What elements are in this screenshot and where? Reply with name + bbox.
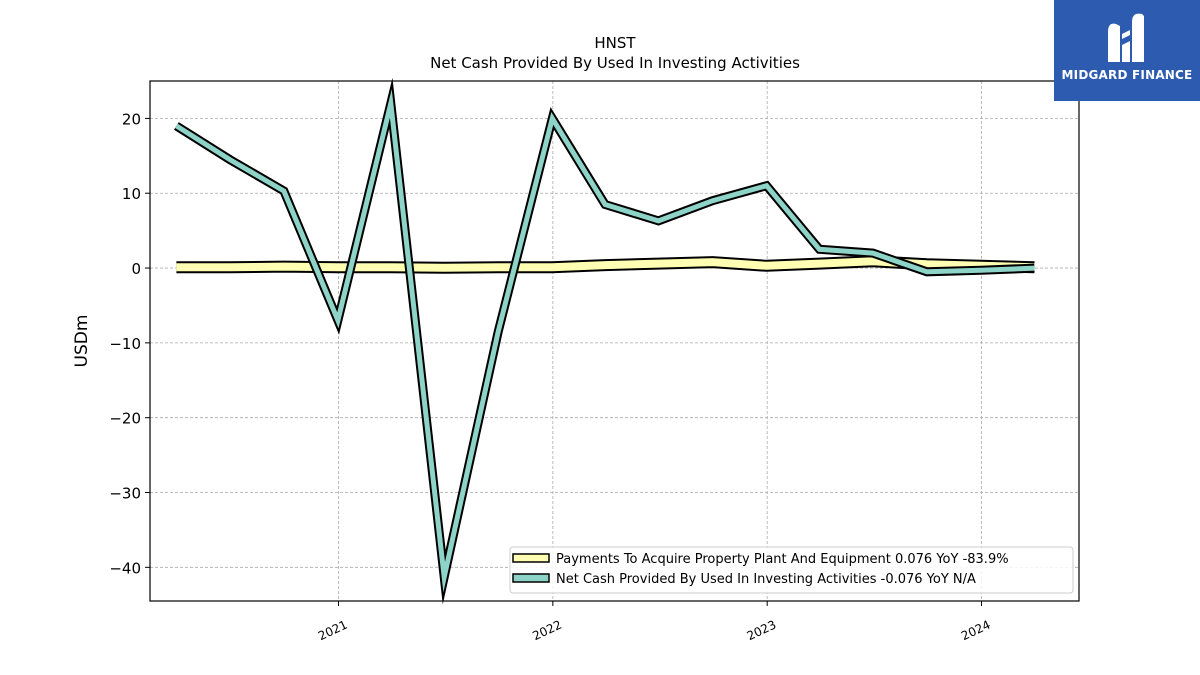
y-tick-label: −10: [109, 335, 141, 353]
legend-swatch: [512, 573, 550, 583]
legend-swatch: [512, 553, 550, 563]
midgard-logo-icon: [1108, 13, 1144, 62]
y-tick-label: 0: [131, 260, 141, 278]
y-tick-label: −30: [109, 485, 141, 503]
chart-subtitle: Net Cash Provided By Used In Investing A…: [430, 54, 800, 72]
series-line: [175, 89, 1035, 593]
x-tick-label: 2021: [316, 618, 350, 644]
logo-text: MIDGARD FINANCE: [1061, 68, 1193, 82]
y-tick-label: 20: [122, 110, 141, 128]
x-tick-label: 2022: [530, 618, 564, 644]
x-tick-label: 2024: [959, 618, 993, 644]
chart-title: HNST: [594, 34, 636, 52]
plot-frame: [149, 80, 1080, 602]
legend: Payments To Acquire Property Plant And E…: [509, 546, 1074, 594]
y-tick-label: 10: [122, 185, 141, 203]
legend-box: [509, 546, 1074, 594]
x-tick-label: 2023: [745, 618, 779, 644]
y-tick-label: −40: [109, 559, 141, 577]
series-outline: [174, 77, 1035, 605]
y-tick-label: −20: [109, 410, 141, 428]
legend-label: Net Cash Provided By Used In Investing A…: [556, 572, 976, 587]
legend-label: Payments To Acquire Property Plant And E…: [556, 552, 1009, 567]
logo-badge: MIDGARD FINANCE: [1054, 0, 1200, 101]
y-axis-label: USDm: [72, 315, 92, 368]
